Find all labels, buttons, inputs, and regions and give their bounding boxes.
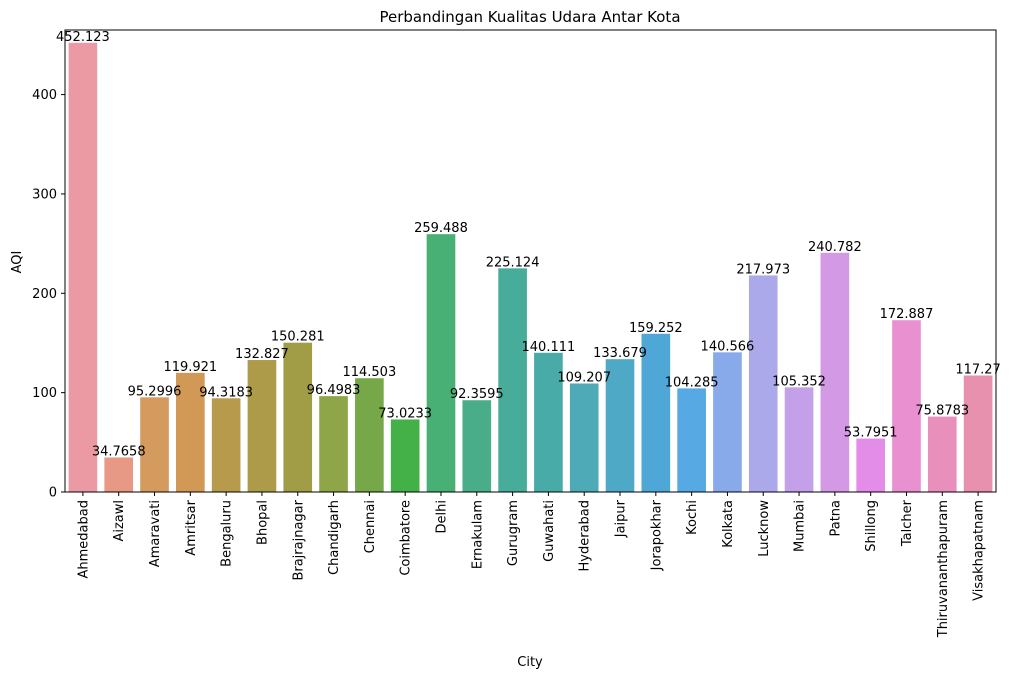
value-label: 240.782 xyxy=(808,240,862,255)
x-tick-label: Patna xyxy=(828,500,843,537)
x-tick-label: Shillong xyxy=(864,500,879,552)
value-label: 217.973 xyxy=(736,262,790,277)
bar-delhi xyxy=(426,234,456,493)
value-label: 140.566 xyxy=(701,339,755,354)
bar-chennai xyxy=(355,378,384,492)
plot-frame xyxy=(64,29,997,493)
x-tick-label: Bengaluru xyxy=(220,500,235,567)
x-tick-label: Amritsar xyxy=(184,499,199,555)
bar-jorapokhar xyxy=(641,333,671,492)
x-axis-title: City xyxy=(517,655,543,670)
x-tick-label: Guwahati xyxy=(542,500,557,562)
bar-bhopal xyxy=(247,360,277,492)
bar-coimbatore xyxy=(390,419,420,492)
y-tick-label: 300 xyxy=(32,187,57,202)
bar-talcher xyxy=(892,320,921,492)
value-label: 159.252 xyxy=(629,321,683,336)
value-label: 104.285 xyxy=(665,375,719,390)
value-label: 95.2996 xyxy=(128,384,182,399)
value-label: 119.921 xyxy=(163,360,217,375)
value-label: 73.0233 xyxy=(378,406,432,421)
x-tick-label: Kolkata xyxy=(721,500,736,548)
value-label: 75.8783 xyxy=(915,404,969,419)
value-label: 225.124 xyxy=(486,255,540,270)
bar-lucknow xyxy=(748,275,778,492)
value-label: 259.488 xyxy=(414,221,468,236)
bar-amaravati xyxy=(140,397,169,492)
bar-visakhapatnam xyxy=(963,375,993,492)
x-tick-label: Delhi xyxy=(434,500,449,533)
bar-aizawl xyxy=(104,457,134,492)
y-tick-label: 200 xyxy=(32,287,57,302)
bar-patna xyxy=(820,252,850,492)
bar-ernakulam xyxy=(462,400,492,492)
x-tick-label: Coimbatore xyxy=(399,500,414,576)
value-label: 92.3595 xyxy=(450,387,504,402)
bar-brajrajnagar xyxy=(283,342,313,492)
x-tick-label: Gurugram xyxy=(506,500,521,566)
value-label: 132.827 xyxy=(235,347,289,362)
value-label: 105.352 xyxy=(772,374,826,389)
value-label: 53.7951 xyxy=(844,426,898,441)
bar-ahmedabad xyxy=(68,42,98,493)
bar-guwahati xyxy=(534,352,563,492)
y-tick-label: 400 xyxy=(32,88,57,103)
value-label: 94.3183 xyxy=(199,385,253,400)
bars-group xyxy=(68,42,993,493)
bar-kolkata xyxy=(713,352,742,492)
value-label: 96.4983 xyxy=(307,383,361,398)
x-tick-label: Talcher xyxy=(900,499,915,547)
bar-amritsar xyxy=(176,372,205,492)
y-tick-label: 0 xyxy=(49,486,57,501)
bar-thiruvananthapuram xyxy=(927,416,957,492)
bar-bengaluru xyxy=(211,398,241,492)
x-tick-label: Chennai xyxy=(363,500,378,553)
x-tick-label: Kochi xyxy=(685,500,700,535)
x-tick-label: Mumbai xyxy=(793,500,808,552)
x-tick-label: Aizawl xyxy=(112,500,127,542)
bar-kochi xyxy=(677,388,706,492)
value-label: 172.887 xyxy=(880,307,934,322)
value-label: 109.207 xyxy=(557,370,611,385)
y-axis: 0 100 200 300 400 xyxy=(32,88,65,501)
x-tick-label: Amaravati xyxy=(148,500,163,567)
value-label: 452.123 xyxy=(56,30,110,45)
x-axis: Ahmedabad Aizawl Amaravati Amritsar Bengalur… xyxy=(76,492,987,638)
x-tick-label: Lucknow xyxy=(757,500,772,557)
x-tick-label: Bhopal xyxy=(255,500,270,545)
value-label: 133.679 xyxy=(593,346,647,361)
y-tick-label: 100 xyxy=(32,386,57,401)
x-tick-label: Chandigarh xyxy=(327,500,342,575)
bar-hyderabad xyxy=(569,383,599,492)
value-label: 150.281 xyxy=(271,330,325,345)
value-label: 140.111 xyxy=(522,340,576,355)
x-tick-label: Visakhapatnam xyxy=(972,500,987,601)
x-tick-label: Brajrajnagar xyxy=(291,499,306,580)
bar-gurugram xyxy=(498,268,527,492)
x-tick-label: Ahmedabad xyxy=(76,500,91,578)
value-label: 34.7658 xyxy=(92,444,146,459)
bar-chandigarh xyxy=(319,396,348,492)
y-axis-title: AQI xyxy=(10,251,25,274)
x-tick-label: Hyderabad xyxy=(578,500,593,572)
value-label: 117.27 xyxy=(955,362,1001,377)
x-tick-label: Ernakulam xyxy=(470,500,485,569)
bar-mumbai xyxy=(784,387,814,492)
value-label: 114.503 xyxy=(342,365,396,380)
x-tick-label: Jaipur xyxy=(614,499,629,538)
bar-shillong xyxy=(856,438,885,492)
bar-jaipur xyxy=(605,359,635,492)
chart-title: Perbandingan Kualitas Udara Antar Kota xyxy=(379,8,680,26)
x-tick-label: Thiruvananthapuram xyxy=(936,500,951,638)
x-tick-label: Jorapokhar xyxy=(649,499,664,571)
value-labels-group: 452.123 34.7658 95.2996 119.921 94.3183 132.8… xyxy=(56,30,1001,460)
